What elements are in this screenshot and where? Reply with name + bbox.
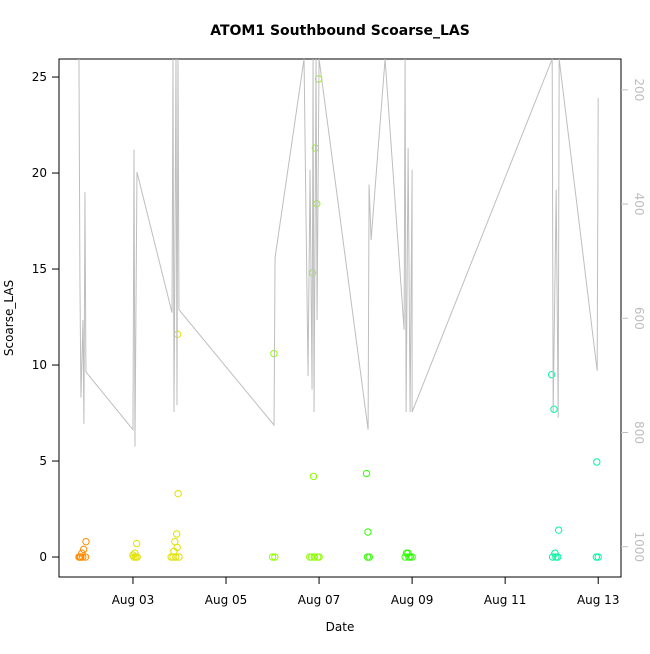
point: [592, 553, 601, 561]
point: [131, 549, 139, 557]
x-tick-label: Aug 03: [112, 593, 155, 607]
point: [133, 553, 141, 561]
y-tick-label: 0: [39, 550, 47, 564]
point: [306, 553, 314, 561]
point: [173, 530, 181, 538]
plot-box: [58, 58, 622, 578]
point: [268, 553, 277, 561]
point: [173, 543, 181, 552]
point: [310, 553, 319, 561]
point: [271, 553, 279, 561]
chart-title: ATOM1 Southbound Scoarse_LAS: [210, 23, 470, 39]
point: [362, 469, 371, 478]
y2-tick-label: 400: [632, 193, 646, 216]
point: [81, 553, 90, 561]
point: [548, 553, 557, 561]
point: [408, 553, 416, 561]
x-tick-label: Aug 05: [205, 593, 248, 607]
point: [404, 549, 412, 557]
point: [365, 553, 374, 561]
point: [174, 489, 182, 498]
y2-tick-label: 600: [632, 307, 646, 330]
x-tick-label: Aug 07: [298, 593, 341, 607]
point: [554, 553, 562, 561]
point: [79, 545, 88, 554]
point: [270, 349, 278, 358]
point: [175, 553, 183, 561]
x-tick-label: Aug 13: [577, 593, 620, 607]
point: [552, 553, 560, 561]
point: [364, 528, 372, 536]
point: [172, 553, 180, 561]
point: [132, 539, 141, 548]
x-axis-label: Date: [326, 620, 355, 634]
point: [547, 370, 556, 379]
point: [309, 472, 318, 481]
point: [315, 553, 323, 561]
point: [77, 553, 85, 561]
x-tick-label: Aug 09: [391, 593, 434, 607]
point: [406, 553, 414, 561]
y-axis-label: Scoarse_LAS: [2, 280, 16, 356]
point: [363, 553, 372, 561]
y2-tick-label: 1000: [632, 531, 646, 562]
y-tick-label: 15: [32, 262, 47, 276]
point: [593, 458, 601, 466]
y-tick-label: 10: [32, 358, 47, 372]
depth-line: [78, 58, 599, 447]
point: [78, 549, 86, 557]
y-tick-label: 20: [32, 166, 47, 180]
x-tick-label: Aug 11: [484, 593, 527, 607]
y-tick-label: 25: [32, 70, 47, 84]
point: [167, 553, 175, 561]
point: [594, 553, 602, 561]
point: [554, 526, 563, 534]
point: [82, 537, 90, 546]
point: [550, 405, 558, 413]
point: [79, 553, 87, 561]
point: [130, 553, 138, 561]
y2-tick-label: 200: [632, 78, 646, 101]
y2-tick-label: 800: [632, 421, 646, 444]
y-tick-label: 5: [39, 454, 47, 468]
